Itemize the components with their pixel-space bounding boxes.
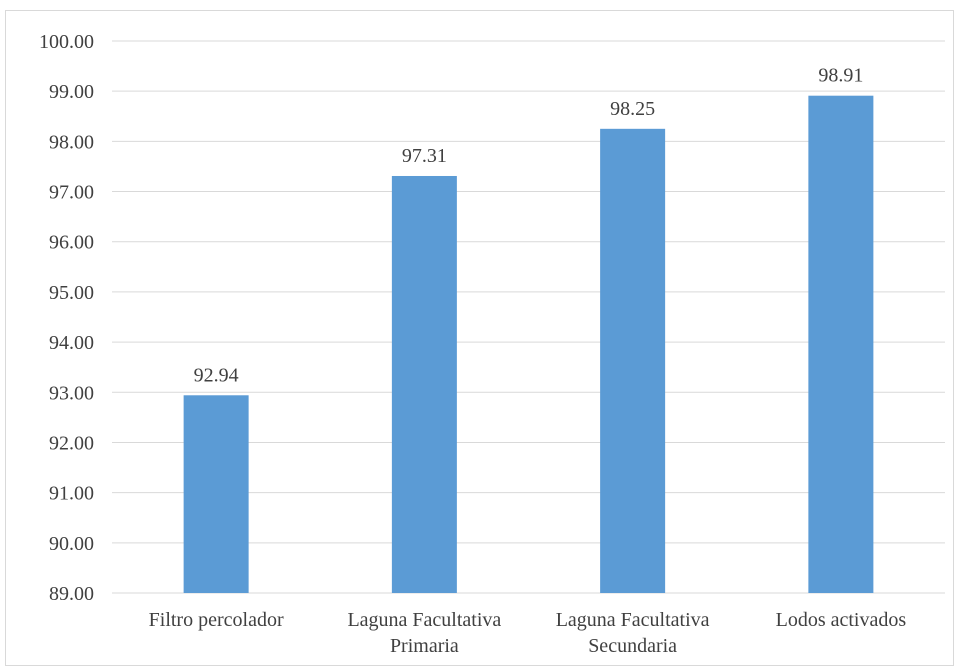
- bars: [183, 95, 874, 594]
- data-label: 97.31: [402, 145, 447, 167]
- y-tick-label: 99.00: [49, 81, 94, 103]
- y-tick-label: 91.00: [49, 483, 94, 505]
- y-tick-label: 89.00: [49, 583, 94, 605]
- bar: [391, 175, 457, 594]
- bar: [808, 95, 874, 593]
- bar: [183, 395, 249, 593]
- chart-frame: 89.00 90.00 91.00 92.00 93.00 94.00 95.00 96.00…: [5, 10, 954, 666]
- x-category-label-line: Filtro percolador: [149, 609, 284, 631]
- y-tick-label: 93.00: [49, 382, 94, 404]
- data-labels: 92.94 97.31 98.25 98.91: [194, 65, 864, 387]
- y-tick-label: 90.00: [49, 533, 94, 555]
- x-category-label-line: Lodos activados: [776, 609, 907, 631]
- y-tick-label: 98.00: [49, 131, 94, 153]
- data-label: 92.94: [194, 364, 239, 386]
- x-category-label: Lodos activados: [776, 609, 907, 631]
- x-category-label: Laguna Facultativa Secundaria: [556, 609, 710, 657]
- data-label: 98.91: [818, 65, 863, 87]
- y-tick-label: 97.00: [49, 182, 94, 204]
- x-category-label-line: Laguna Facultativa: [556, 609, 710, 631]
- x-category-label: Laguna Facultativa Primaria: [347, 609, 501, 657]
- gridlines: [112, 40, 945, 594]
- x-category-label: Filtro percolador: [149, 609, 284, 631]
- x-category-label-line: Secundaria: [588, 635, 677, 657]
- x-category-label-line: Laguna Facultativa: [347, 609, 501, 631]
- y-tick-label: 92.00: [49, 432, 94, 454]
- y-tick-label: 100.00: [39, 31, 94, 53]
- x-category-label-line: Primaria: [390, 635, 459, 657]
- data-label: 98.25: [610, 98, 655, 120]
- x-axis-category-labels: Filtro percolador Laguna Facultativa Prima…: [149, 609, 907, 657]
- y-axis-tick-labels: 89.00 90.00 91.00 92.00 93.00 94.00 95.00 96.00…: [39, 31, 94, 605]
- y-tick-label: 95.00: [49, 282, 94, 304]
- bar-chart: 89.00 90.00 91.00 92.00 93.00 94.00 95.00 96.00…: [39, 31, 945, 657]
- bar: [600, 128, 666, 593]
- y-tick-label: 96.00: [49, 232, 94, 254]
- y-tick-label: 94.00: [49, 332, 94, 354]
